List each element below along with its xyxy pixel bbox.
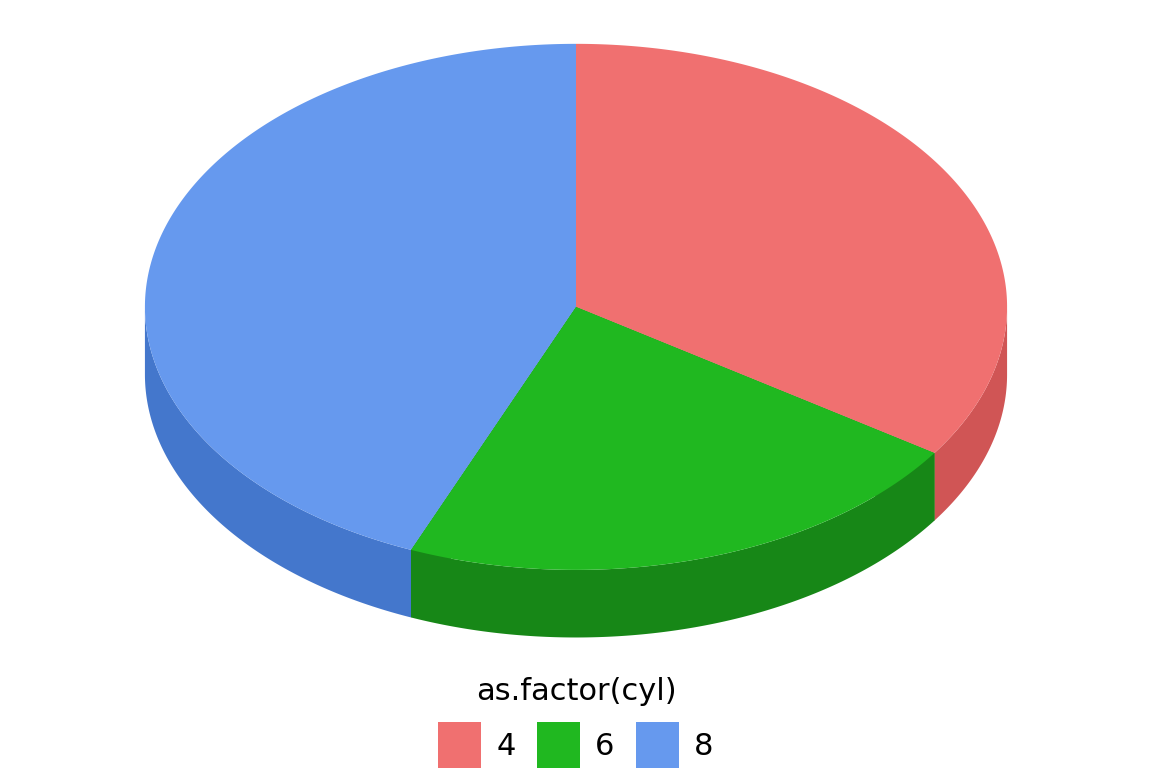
Polygon shape xyxy=(145,44,576,550)
Polygon shape xyxy=(934,307,1007,521)
Polygon shape xyxy=(576,307,934,521)
Polygon shape xyxy=(576,44,1007,453)
Polygon shape xyxy=(411,307,934,570)
Polygon shape xyxy=(576,307,934,521)
Polygon shape xyxy=(145,307,411,617)
Legend: 4, 6, 8: 4, 6, 8 xyxy=(426,665,726,768)
Polygon shape xyxy=(411,453,934,637)
Polygon shape xyxy=(411,307,576,617)
Polygon shape xyxy=(411,307,576,617)
